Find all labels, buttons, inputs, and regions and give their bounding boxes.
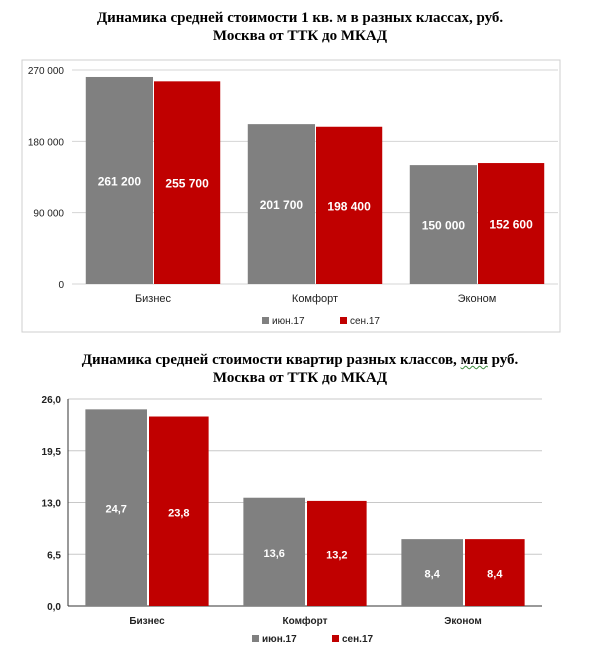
data-label: 23,8 xyxy=(168,507,189,519)
bar xyxy=(154,81,221,284)
bar xyxy=(465,539,525,606)
chart2-title-line2: Москва от ТТК до МКАД xyxy=(212,370,388,386)
chart1-title-line2: Москва от ТТК до МКАД xyxy=(212,28,388,44)
chart1-title-line1: Динамика средней стоимости 1 кв. м в раз… xyxy=(96,10,504,26)
data-label: 261 200 xyxy=(98,174,142,188)
bar xyxy=(478,163,545,284)
data-label: 152 600 xyxy=(489,218,533,232)
y-tick-label: 13,0 xyxy=(42,499,62,510)
bar xyxy=(243,497,305,606)
category-label: Комфорт xyxy=(292,293,338,305)
bar xyxy=(149,416,209,606)
data-label: 255 700 xyxy=(165,177,209,191)
data-label: 201 700 xyxy=(260,198,304,212)
bar xyxy=(307,500,367,606)
y-tick-label: 0 xyxy=(58,280,64,291)
chart1-plot: 0 90 000 180 000 270 000 261 200 255 700 Бизне… xyxy=(21,59,561,333)
chart2-title: Динамика средней стоимости квартир разны… xyxy=(0,351,600,387)
legend-swatch xyxy=(262,317,269,324)
y-tick-label: 180 000 xyxy=(28,137,65,148)
category-label: Эконом xyxy=(458,293,497,305)
y-tick-label: 19,5 xyxy=(42,447,62,458)
legend-entry: сен.17 xyxy=(350,316,380,327)
category-label: Комфорт xyxy=(283,615,328,627)
data-label: 198 400 xyxy=(327,199,371,213)
chart2-title-line1: Динамика средней стоимости квартир разны… xyxy=(81,352,519,368)
data-label: 24,7 xyxy=(105,504,126,516)
legend-swatch xyxy=(340,317,347,324)
category-label: Эконом xyxy=(444,616,482,627)
bar xyxy=(247,124,315,285)
y-tick-label: 270 000 xyxy=(28,66,65,77)
data-label: 8,4 xyxy=(487,569,503,581)
category-label: Бизнес xyxy=(135,293,172,305)
data-label: 13,6 xyxy=(263,548,284,560)
bar xyxy=(316,126,383,284)
legend-entry: июн.17 xyxy=(272,316,305,327)
bar xyxy=(401,539,463,606)
legend-entry: сен.17 xyxy=(342,634,374,645)
data-label: 8,4 xyxy=(425,569,441,581)
y-tick-label: 90 000 xyxy=(33,209,64,220)
legend-entry: июн.17 xyxy=(262,634,297,645)
data-label: 150 000 xyxy=(422,219,466,233)
y-tick-label: 0,0 xyxy=(47,602,61,613)
data-label: 13,2 xyxy=(326,549,347,561)
category-label: Бизнес xyxy=(129,616,165,627)
chart1-title: Динамика средней стоимости 1 кв. м в раз… xyxy=(0,9,600,45)
y-tick-label: 6,5 xyxy=(47,550,61,561)
chart2-title-wavy-word: млн xyxy=(460,352,488,368)
bar xyxy=(85,409,147,606)
legend-swatch xyxy=(252,635,259,642)
bar xyxy=(409,165,477,284)
legend-swatch xyxy=(332,635,339,642)
bar xyxy=(85,76,153,284)
y-tick-label: 26,0 xyxy=(42,395,62,406)
